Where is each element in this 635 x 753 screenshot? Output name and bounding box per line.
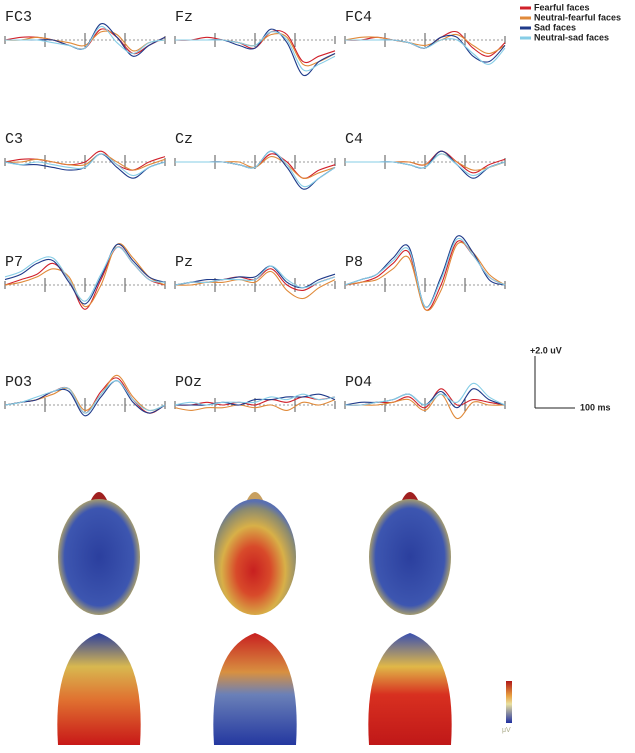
channel-label: PO3 bbox=[5, 374, 32, 391]
legend-label: Fearful faces bbox=[534, 2, 590, 12]
channel-label: Cz bbox=[175, 131, 193, 148]
topo-head bbox=[58, 499, 140, 615]
channel-label: PO4 bbox=[345, 374, 372, 391]
channel-label: Pz bbox=[175, 254, 193, 271]
waveform bbox=[174, 265, 336, 289]
nose bbox=[247, 492, 263, 500]
waveform bbox=[344, 38, 506, 65]
scale-x-label: 100 ms bbox=[580, 402, 611, 412]
waveform bbox=[174, 270, 336, 300]
channel-label: C4 bbox=[345, 131, 363, 148]
channel-label: Fz bbox=[175, 9, 193, 26]
colorbar-unit: μV bbox=[502, 727, 511, 734]
waveform bbox=[344, 33, 506, 55]
channel-label: C3 bbox=[5, 131, 23, 148]
waveform bbox=[174, 265, 336, 289]
topomaps: μV bbox=[57, 492, 512, 745]
channel-label: P8 bbox=[345, 254, 363, 271]
nose bbox=[402, 492, 418, 500]
waveform bbox=[174, 393, 336, 406]
waveform bbox=[4, 246, 166, 302]
waveform bbox=[344, 240, 506, 311]
waveform bbox=[4, 243, 166, 308]
waveform bbox=[344, 235, 506, 308]
nose bbox=[91, 492, 107, 500]
waveform bbox=[4, 25, 166, 55]
waveform bbox=[174, 396, 336, 406]
topo-back bbox=[368, 633, 452, 745]
topo-back bbox=[57, 633, 141, 745]
colorbar bbox=[506, 681, 512, 723]
waveform bbox=[345, 393, 506, 420]
channel-label: FC4 bbox=[345, 9, 372, 26]
waveform bbox=[4, 150, 166, 171]
legend-label: Neutral-sad faces bbox=[534, 32, 609, 42]
waveform bbox=[4, 243, 166, 305]
waveform bbox=[344, 382, 506, 406]
waveform bbox=[175, 393, 336, 406]
waveform bbox=[174, 31, 336, 72]
topo-head bbox=[369, 499, 451, 615]
legend-label: Neutral-fearful faces bbox=[534, 12, 621, 22]
topo-back bbox=[213, 633, 297, 745]
waveform bbox=[344, 241, 506, 312]
waveform bbox=[4, 380, 166, 414]
waveform bbox=[4, 153, 166, 171]
waveform bbox=[345, 153, 506, 177]
waveform bbox=[174, 399, 336, 411]
legend-label: Sad faces bbox=[534, 22, 576, 32]
waveform bbox=[4, 380, 166, 417]
waveform bbox=[4, 153, 166, 177]
topo-head bbox=[214, 499, 296, 615]
channel-label: P7 bbox=[5, 254, 23, 271]
channel-label: FC3 bbox=[5, 9, 32, 26]
waveform bbox=[175, 150, 336, 188]
scale-y-label: +2.0 uV bbox=[530, 345, 562, 355]
channel-label: POz bbox=[175, 374, 202, 391]
waveform bbox=[344, 237, 506, 308]
waveform bbox=[4, 30, 166, 52]
